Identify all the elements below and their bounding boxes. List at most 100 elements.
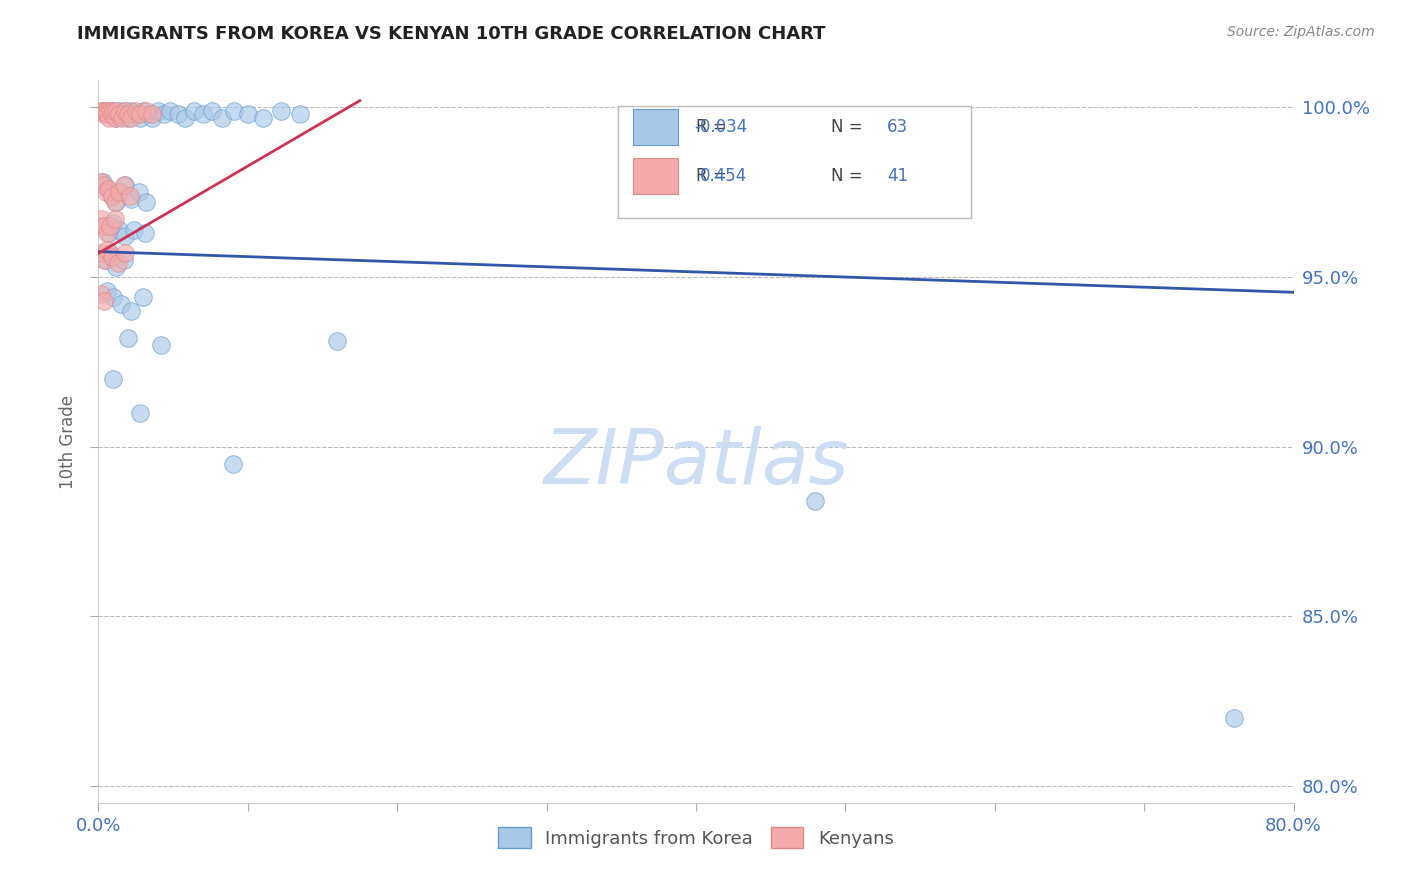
Point bbox=[93, 219, 115, 234]
Point bbox=[91, 103, 114, 118]
Text: Source: ZipAtlas.com: Source: ZipAtlas.com bbox=[1227, 25, 1375, 39]
FancyBboxPatch shape bbox=[619, 105, 972, 218]
Point bbox=[110, 185, 132, 199]
Point bbox=[105, 103, 128, 118]
Bar bbox=[633, 158, 678, 194]
Point bbox=[114, 178, 136, 193]
Point bbox=[114, 229, 136, 244]
Point bbox=[93, 107, 115, 121]
Point bbox=[90, 175, 112, 189]
Point bbox=[114, 103, 136, 118]
Point bbox=[112, 178, 135, 193]
Point bbox=[94, 253, 117, 268]
Text: N =: N = bbox=[831, 168, 863, 186]
Point bbox=[103, 372, 125, 386]
Point bbox=[132, 103, 155, 118]
Point bbox=[90, 212, 112, 227]
Point bbox=[201, 103, 224, 118]
Text: -0.034: -0.034 bbox=[695, 119, 748, 136]
Point bbox=[191, 107, 214, 121]
Point bbox=[288, 107, 311, 121]
Point bbox=[96, 107, 118, 121]
Point bbox=[96, 243, 118, 257]
Point bbox=[96, 226, 118, 240]
Point bbox=[105, 260, 128, 274]
Point bbox=[107, 256, 129, 270]
Point bbox=[103, 216, 125, 230]
Point bbox=[94, 103, 117, 118]
Point bbox=[94, 185, 117, 199]
Point bbox=[183, 103, 205, 118]
Text: R =: R = bbox=[696, 119, 727, 136]
Point bbox=[211, 111, 233, 125]
Point bbox=[120, 103, 142, 118]
Point bbox=[135, 195, 157, 210]
Point bbox=[112, 253, 135, 268]
Point bbox=[108, 107, 131, 121]
Point bbox=[93, 219, 115, 234]
Point bbox=[105, 111, 128, 125]
Point bbox=[104, 212, 127, 227]
Point bbox=[91, 103, 114, 118]
Point bbox=[108, 222, 131, 236]
Point bbox=[174, 111, 197, 125]
Point bbox=[150, 338, 173, 352]
Point bbox=[1223, 711, 1246, 725]
Point bbox=[101, 103, 124, 118]
Point bbox=[97, 226, 120, 240]
Point bbox=[114, 103, 136, 118]
Point bbox=[129, 111, 152, 125]
Point bbox=[105, 195, 128, 210]
Point bbox=[97, 182, 120, 196]
Point bbox=[96, 284, 118, 298]
Point bbox=[129, 406, 152, 420]
Point bbox=[110, 297, 132, 311]
Point bbox=[101, 188, 124, 202]
Point bbox=[136, 107, 159, 121]
Point bbox=[117, 111, 139, 125]
Point bbox=[103, 290, 125, 304]
Point bbox=[93, 293, 115, 308]
Point bbox=[224, 103, 246, 118]
Point bbox=[270, 103, 292, 118]
Point bbox=[97, 111, 120, 125]
Point bbox=[98, 219, 122, 234]
Point bbox=[153, 107, 176, 121]
Point bbox=[125, 107, 148, 121]
Y-axis label: 10th Grade: 10th Grade bbox=[59, 394, 77, 489]
Point bbox=[97, 107, 120, 121]
Point bbox=[134, 226, 156, 240]
Text: ZIPatlas: ZIPatlas bbox=[543, 426, 849, 500]
Point bbox=[114, 246, 136, 260]
Point bbox=[103, 107, 125, 121]
Point bbox=[93, 253, 115, 268]
Point bbox=[90, 103, 112, 118]
Point bbox=[120, 304, 142, 318]
Text: 63: 63 bbox=[887, 119, 908, 136]
Point bbox=[159, 103, 181, 118]
Point bbox=[236, 107, 259, 121]
Point bbox=[804, 494, 827, 508]
Point bbox=[104, 195, 127, 210]
Point bbox=[101, 188, 124, 202]
Point bbox=[98, 246, 122, 260]
Point bbox=[118, 188, 141, 202]
Point bbox=[108, 185, 131, 199]
Point bbox=[108, 103, 131, 118]
Point bbox=[129, 107, 152, 121]
Point bbox=[120, 192, 142, 206]
Point bbox=[128, 185, 150, 199]
Point bbox=[124, 222, 146, 236]
Point bbox=[326, 334, 349, 349]
Point bbox=[111, 107, 134, 121]
Point bbox=[91, 175, 114, 189]
Point bbox=[141, 111, 163, 125]
Text: 41: 41 bbox=[887, 168, 908, 186]
Text: N =: N = bbox=[831, 119, 863, 136]
Point bbox=[101, 250, 124, 264]
Point bbox=[101, 107, 124, 121]
Point bbox=[132, 290, 155, 304]
Point bbox=[148, 103, 170, 118]
Point bbox=[117, 331, 139, 345]
Point bbox=[111, 111, 134, 125]
